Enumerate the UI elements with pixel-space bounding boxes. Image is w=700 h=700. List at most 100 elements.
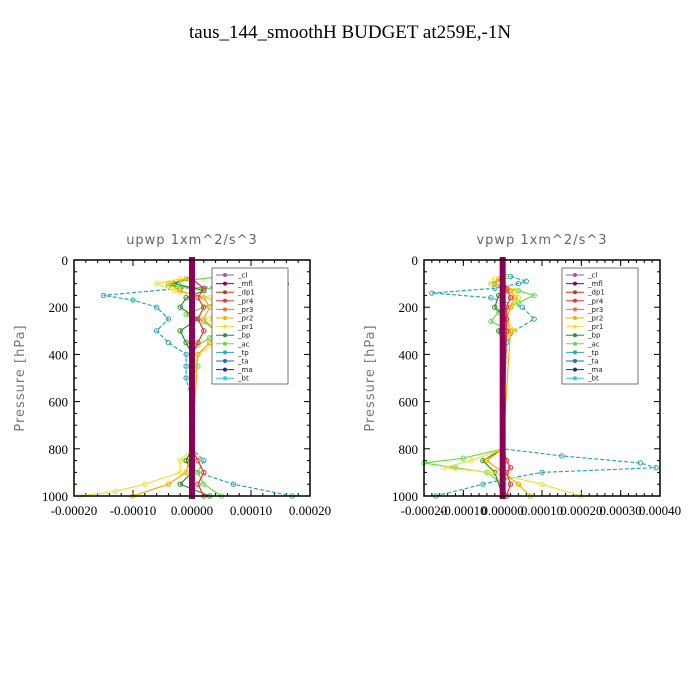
marker-_mfl-1 <box>499 274 506 281</box>
legend-label-_ta-0: _ta <box>237 358 249 366</box>
legend-label-_pr2-1: _pr2 <box>587 315 603 323</box>
legend-marker-_ac-1 <box>573 341 577 346</box>
marker-_mfl-1 <box>499 375 506 381</box>
marker-_mfl-1 <box>499 469 506 476</box>
marker-_mfl-1 <box>499 380 506 387</box>
legend-marker-_pr1-1 <box>573 324 577 329</box>
marker-_mfl-1 <box>499 357 506 364</box>
marker-_mfl-0 <box>189 327 195 334</box>
marker-_bp-0 <box>177 304 183 310</box>
legend-marker-_cl-1 <box>573 273 577 277</box>
marker-_pr4-1 <box>507 464 514 471</box>
marker-_pr1-0 <box>177 469 183 476</box>
marker-_mfl-1 <box>499 487 506 494</box>
marker-_ac-0 <box>195 469 201 476</box>
series-line-_tp-1 <box>431 275 657 497</box>
x-tick-label-0-4: 0.00020 <box>289 503 331 518</box>
marker-_mfl-1 <box>499 481 506 488</box>
marker-_mfl-0 <box>189 386 195 393</box>
marker-_tp-1 <box>429 290 435 296</box>
marker-_pr1-0 <box>153 280 160 287</box>
legend-label-_bp-0: _bp <box>237 332 251 340</box>
legend-marker-_ta-1 <box>573 359 577 363</box>
marker-_tp-1 <box>531 316 537 322</box>
marker-_mfl-0 <box>189 339 195 346</box>
marker-_mfl-1 <box>499 321 506 328</box>
marker-_pr1-0 <box>171 287 178 294</box>
y-tick-label-0-1: 200 <box>49 300 69 315</box>
marker-_tp-0 <box>153 304 160 310</box>
y-tick-label-1-2: 400 <box>399 347 419 362</box>
legend-label-_pr1-1: _pr1 <box>587 323 603 331</box>
marker-_mfl-0 <box>189 463 195 470</box>
marker-_mfl-1 <box>499 451 506 458</box>
marker-_mfl-1 <box>499 386 506 393</box>
y-tick-label-1-4: 800 <box>399 442 419 457</box>
marker-_mfl-1 <box>499 457 506 464</box>
x-tick-label-1-3: 0.00010 <box>521 503 563 518</box>
marker-_mfl-1 <box>499 345 506 352</box>
marker-_ac-1 <box>488 318 494 325</box>
marker-_ac-1 <box>531 292 537 299</box>
legend-marker-_ac-0 <box>223 341 227 346</box>
marker-_mfl-1 <box>499 339 506 346</box>
marker-_mfl-0 <box>189 410 195 417</box>
marker-_mfl-0 <box>189 451 195 458</box>
marker-_bp-0 <box>171 280 178 287</box>
legend-label-_pr1-0: _pr1 <box>237 323 253 331</box>
marker-_mfl-0 <box>189 298 195 305</box>
legend-label-_pr2-0: _pr2 <box>237 315 253 323</box>
marker-_pr1-1 <box>440 464 447 471</box>
marker-_tp-0 <box>130 297 136 303</box>
y-tick-label-1-0: 0 <box>412 253 419 268</box>
marker-_mfl-1 <box>499 298 506 305</box>
y-tick-label-0-5: 1000 <box>42 489 68 504</box>
marker-_pr2-1 <box>515 481 522 487</box>
marker-_pr1-0 <box>177 457 183 464</box>
marker-_pr4-0 <box>195 481 201 487</box>
marker-_mfl-0 <box>189 375 195 381</box>
series-group-1 <box>421 257 659 499</box>
y-axis-label-0: Pressure [hPa] <box>13 324 28 431</box>
marker-_mfl-1 <box>499 333 506 340</box>
marker-_pr2-1 <box>507 287 514 294</box>
legend-label-_bt-0: _bt <box>237 375 249 383</box>
marker-_mfl-1 <box>499 434 506 440</box>
marker-_mfl-0 <box>189 333 195 340</box>
legend-label-_ma-1: _ma <box>587 366 603 374</box>
marker-_mfl-0 <box>189 481 195 488</box>
x-tick-label-0-0: -0.00020 <box>51 503 98 518</box>
legend-marker-_pr2-1 <box>573 316 577 320</box>
legend-marker-_pr2-0 <box>223 316 227 320</box>
legend-label-_dp1-1: _dp1 <box>587 289 605 297</box>
marker-_mfl-1 <box>499 475 506 482</box>
marker-_pr2-1 <box>492 280 498 287</box>
x-tick-label-0-1: -0.00010 <box>110 503 157 518</box>
marker-_mfl-0 <box>189 398 195 405</box>
legend-marker-_mfl-1 <box>573 281 577 286</box>
panel-title-1: vpwp 1xm^2/s^3 <box>476 233 607 248</box>
marker-_pr4-1 <box>507 481 514 487</box>
marker-_tp-1 <box>539 469 545 476</box>
marker-_tp-0 <box>165 339 172 346</box>
legend-marker-_bt-1 <box>573 376 577 381</box>
legend-label-_dp1-0: _dp1 <box>237 289 255 297</box>
series-line-_tp-0 <box>103 275 293 497</box>
marker-_pr1-1 <box>468 457 474 464</box>
marker-_pr2-0 <box>165 481 172 487</box>
legend-marker-_cl-0 <box>223 273 227 277</box>
marker-_mfl-0 <box>189 422 195 429</box>
marker-_mfl-0 <box>189 310 195 317</box>
marker-_pr2-0 <box>201 295 207 301</box>
marker-_mfl-0 <box>189 268 195 275</box>
marker-_pr4-0 <box>201 285 207 292</box>
marker-_ac-0 <box>183 311 189 317</box>
x-tick-label-1-1: -0.00010 <box>440 503 487 518</box>
marker-_mfl-1 <box>499 363 506 370</box>
marker-_pr2-0 <box>195 351 201 358</box>
marker-_mfl-0 <box>189 286 195 293</box>
marker-_pr2-0 <box>165 280 172 287</box>
marker-_bp-0 <box>183 295 189 301</box>
legend-label-_mfl-1: _mfl <box>587 280 603 288</box>
marker-_mfl-1 <box>499 439 506 446</box>
